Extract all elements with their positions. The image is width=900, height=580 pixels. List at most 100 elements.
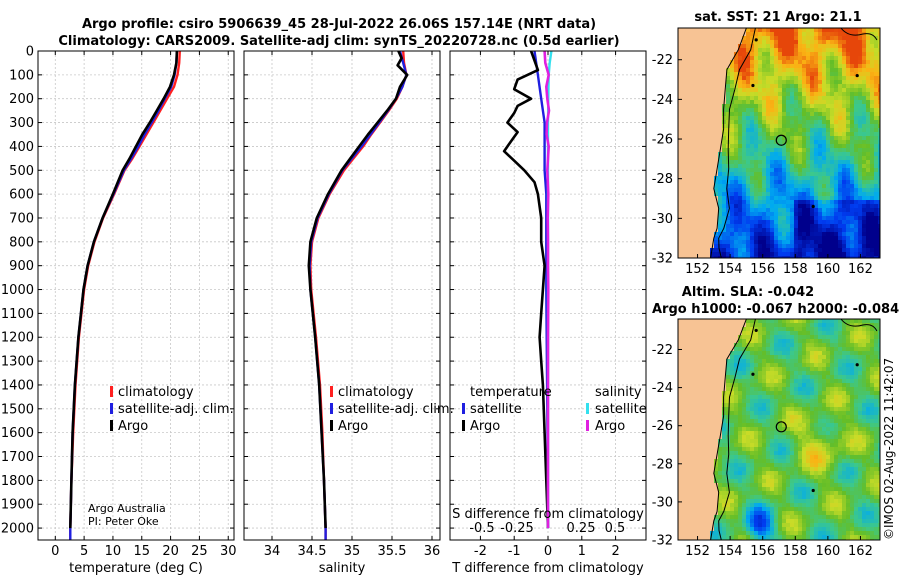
map-cell (862, 399, 867, 404)
map-cell (706, 252, 711, 257)
map-cell (726, 220, 731, 225)
map-cell (778, 379, 783, 384)
map-cell (838, 112, 843, 117)
map-cell (806, 80, 811, 85)
map-cell (866, 399, 871, 404)
map-cell (822, 32, 827, 37)
map-cell (814, 331, 819, 336)
map-cell (798, 240, 803, 245)
map-cell (874, 375, 879, 380)
map-cell (706, 188, 711, 193)
map-cell (802, 44, 807, 49)
map-cell (754, 439, 759, 444)
map-cell (862, 383, 867, 388)
map-cell (686, 120, 691, 125)
map-cell (866, 164, 871, 169)
map-cell (810, 48, 815, 53)
map-cell (738, 60, 743, 65)
map-cell (846, 331, 851, 336)
map-cell (682, 252, 687, 257)
map-cell (774, 212, 779, 217)
map-cell (862, 351, 867, 356)
map-cell (798, 383, 803, 388)
map-cell (734, 60, 739, 65)
legend-label-argo: Argo (338, 419, 368, 434)
map-cell (714, 216, 719, 221)
map-cell (738, 36, 743, 41)
map-cell (850, 423, 855, 428)
map-cell (798, 419, 803, 424)
map-cell (754, 355, 759, 360)
map-cell (734, 72, 739, 77)
map-cell (858, 347, 863, 352)
map-cell (746, 72, 751, 77)
map-cell (746, 443, 751, 448)
map-cell (754, 44, 759, 49)
map-cell (786, 60, 791, 65)
map-cell (734, 220, 739, 225)
map-cell (822, 415, 827, 420)
map-cell (798, 92, 803, 97)
map-cell (702, 391, 707, 396)
map-cell (778, 395, 783, 400)
map-cell (718, 180, 723, 185)
map-cell (758, 244, 763, 249)
map-cell (874, 387, 879, 392)
map-cell (770, 395, 775, 400)
map-cell (722, 252, 727, 257)
map-cell (830, 403, 835, 408)
map-cell (726, 319, 731, 324)
map-cell (806, 168, 811, 173)
map-cell (802, 327, 807, 332)
map-cell (806, 220, 811, 225)
map-cell (730, 60, 735, 65)
map-cell (862, 335, 867, 340)
map-cell (874, 252, 879, 257)
map-cell (682, 387, 687, 392)
map-cell (838, 192, 843, 197)
map-cell (862, 164, 867, 169)
map-cell (826, 84, 831, 89)
map-cell (786, 415, 791, 420)
map-cell (682, 32, 687, 37)
map-cell (730, 48, 735, 53)
map-cell (678, 116, 683, 121)
map-cell (830, 180, 835, 185)
map-cell (778, 431, 783, 436)
map-cell (814, 68, 819, 73)
map-cell (778, 196, 783, 201)
map-cell (830, 407, 835, 412)
map-cell (818, 88, 823, 93)
map-cell (814, 411, 819, 416)
map-cell (698, 216, 703, 221)
map-cell (718, 208, 723, 213)
map-cell (794, 379, 799, 384)
map-cell (730, 92, 735, 97)
map-cell (730, 383, 735, 388)
map-cell (834, 244, 839, 249)
map-cell (870, 76, 875, 81)
map-cell (698, 184, 703, 189)
map-cell (822, 44, 827, 49)
map-cell (738, 367, 743, 372)
map-cell (878, 363, 880, 368)
map-cell (734, 331, 739, 336)
map-cell (778, 248, 783, 253)
map-cell (694, 435, 699, 440)
map-cell (846, 104, 851, 109)
map-cell (878, 411, 880, 416)
map-cell (754, 212, 759, 217)
map-cell (874, 347, 879, 352)
map-cell (810, 144, 815, 149)
map-cell (730, 403, 735, 408)
map-cell (766, 64, 771, 69)
map-cell (878, 52, 880, 57)
map-cell (778, 403, 783, 408)
map-cell (734, 447, 739, 452)
map-cell (686, 343, 691, 348)
map-cell (838, 256, 843, 258)
map-cell (810, 323, 815, 328)
map-cell (814, 200, 819, 205)
map-cell (758, 100, 763, 105)
map-cell (774, 327, 779, 332)
